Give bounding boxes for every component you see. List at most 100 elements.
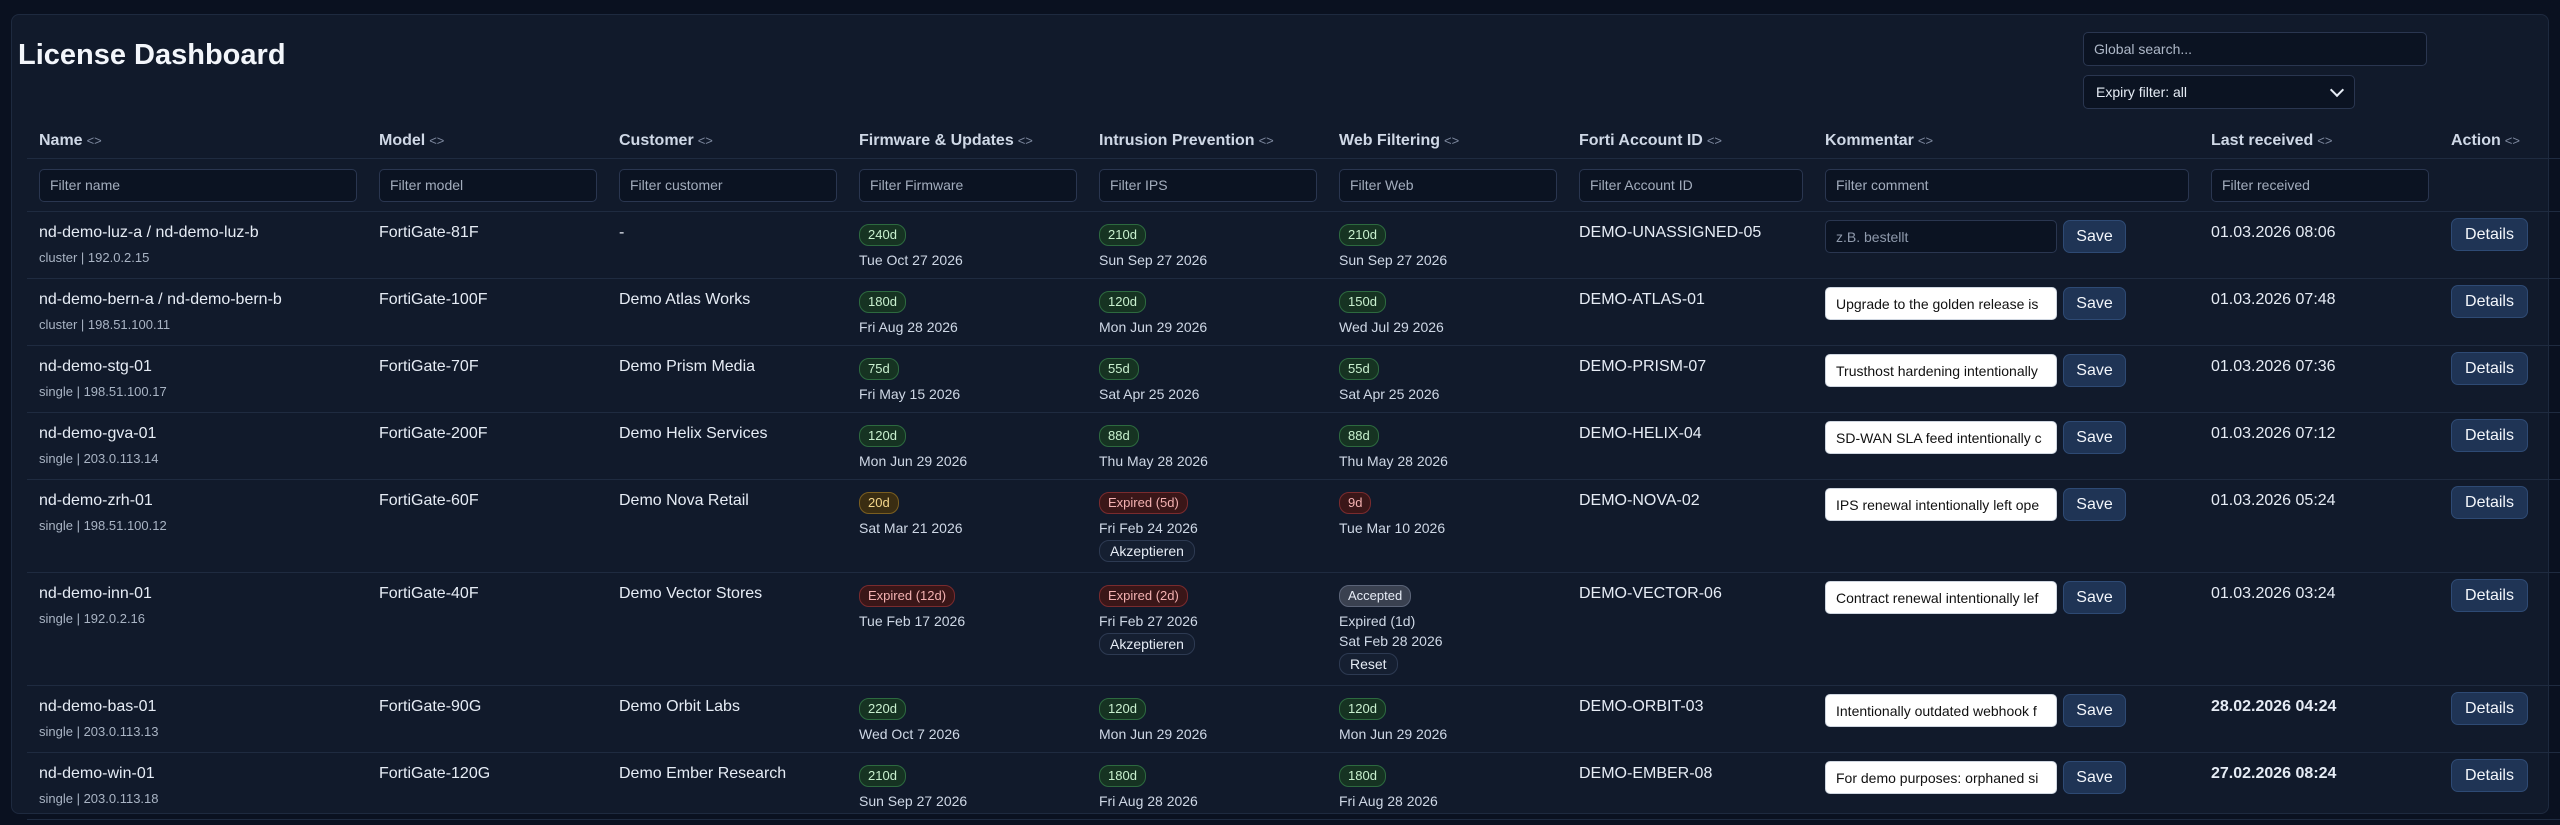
col-action[interactable]: Action <> [2451,132,2520,149]
details-button[interactable]: Details [2451,579,2528,612]
col-firmware[interactable]: Firmware & Updates <> [859,132,1033,149]
model-cell: FortiGate-90G [367,685,607,753]
table-row: nd-demo-win-01 single | 203.0.113.18 Fort… [27,752,2560,820]
customer-cell: Demo Helix Services [607,412,847,480]
filter-name-input[interactable] [39,168,357,202]
details-button[interactable]: Details [2451,759,2528,792]
accept-button[interactable]: Akzeptieren [1099,633,1195,655]
sort-icon: <> [1706,133,1723,148]
details-button[interactable]: Details [2451,218,2528,251]
firmware-badge: 75d [859,358,899,380]
device-sub: cluster | 198.51.100.11 [39,317,171,332]
device-name: nd-demo-win-01 [39,765,155,782]
reset-button[interactable]: Reset [1339,653,1398,675]
license-table: Name <> Model <> Customer <> Firmware & Upd… [27,124,2560,820]
web-date: Sat Apr 25 2026 [1339,386,1440,402]
chevron-down-icon [2329,82,2345,98]
received-cell: 01.03.2026 07:12 [2199,412,2439,480]
details-button[interactable]: Details [2451,352,2528,385]
save-button[interactable]: Save [2063,287,2126,320]
web-date: Sat Feb 28 2026 [1339,633,1443,649]
web-expired-line: Expired (1d) [1339,613,1416,629]
web-badge: 9d [1339,492,1372,514]
comment-input[interactable] [1825,761,2057,794]
account-cell: DEMO-HELIX-04 [1567,412,1813,480]
details-button[interactable]: Details [2451,285,2528,318]
firmware-date: Tue Oct 27 2026 [859,252,963,268]
customer-cell: Demo Prism Media [607,345,847,413]
save-button[interactable]: Save [2063,220,2126,253]
col-model[interactable]: Model <> [379,132,445,149]
expiry-filter-select[interactable]: Expiry filter: all [2083,75,2355,109]
web-date: Mon Jun 29 2026 [1339,726,1448,742]
col-received[interactable]: Last received <> [2211,132,2333,149]
model-cell: FortiGate-200F [367,412,607,480]
details-button[interactable]: Details [2451,486,2528,519]
model-cell: FortiGate-100F [367,278,607,346]
received-cell: 01.03.2026 07:36 [2199,345,2439,413]
ips-badge: 55d [1099,358,1139,380]
col-web[interactable]: Web Filtering <> [1339,132,1460,149]
sort-icon: <> [1258,133,1274,148]
account-cell: DEMO-NOVA-02 [1567,479,1813,573]
comment-input[interactable] [1825,354,2057,387]
filter-comment-input[interactable] [1825,168,2189,202]
firmware-badge: Expired (12d) [859,585,956,607]
table-row: nd-demo-bas-01 single | 203.0.113.13 Fort… [27,685,2560,753]
firmware-badge: 240d [859,224,906,246]
firmware-date: Mon Jun 29 2026 [859,453,968,469]
account-cell: DEMO-PRISM-07 [1567,345,1813,413]
save-button[interactable]: Save [2063,694,2126,727]
details-button[interactable]: Details [2451,419,2528,452]
col-comment[interactable]: Kommentar <> [1825,132,1934,149]
comment-input[interactable] [1825,488,2057,521]
device-name: nd-demo-bas-01 [39,698,157,715]
customer-cell: Demo Vector Stores [607,572,847,686]
firmware-date: Fri Aug 28 2026 [859,319,958,335]
web-badge: 150d [1339,291,1386,313]
filter-row [27,158,2560,212]
filter-account-input[interactable] [1579,168,1803,202]
col-name[interactable]: Name <> [39,132,102,149]
received-cell: 01.03.2026 03:24 [2199,572,2439,686]
table-row: nd-demo-luz-a / nd-demo-luz-b cluster | 1… [27,211,2560,279]
comment-input[interactable] [1825,694,2057,727]
filter-firmware-input[interactable] [859,168,1077,202]
accept-button[interactable]: Akzeptieren [1099,540,1195,562]
table-row: nd-demo-gva-01 single | 203.0.113.14 Fort… [27,412,2560,480]
col-account[interactable]: Forti Account ID <> [1579,132,1723,149]
col-customer[interactable]: Customer <> [619,132,713,149]
comment-input[interactable] [1825,581,2057,614]
firmware-date: Wed Oct 7 2026 [859,726,960,742]
details-button[interactable]: Details [2451,692,2528,725]
table-row: nd-demo-stg-01 single | 198.51.100.17 For… [27,345,2560,413]
filter-customer-input[interactable] [619,168,837,202]
ips-date: Mon Jun 29 2026 [1099,319,1208,335]
firmware-badge: 120d [859,425,906,447]
device-sub: single | 198.51.100.12 [39,518,167,533]
firmware-badge: 220d [859,698,906,720]
ips-badge: 210d [1099,224,1146,246]
global-search-input[interactable] [2083,32,2427,66]
comment-input[interactable] [1825,421,2057,454]
web-date: Thu May 28 2026 [1339,453,1448,469]
device-sub: single | 203.0.113.18 [39,791,159,806]
filter-received-input[interactable] [2211,168,2429,202]
save-button[interactable]: Save [2063,488,2126,521]
comment-input[interactable] [1825,220,2057,253]
filter-model-input[interactable] [379,168,597,202]
ips-badge: Expired (5d) [1099,492,1188,514]
save-button[interactable]: Save [2063,354,2126,387]
ips-date: Fri Aug 28 2026 [1099,793,1198,809]
filter-ips-input[interactable] [1099,168,1317,202]
web-badge: Accepted [1339,585,1412,607]
save-button[interactable]: Save [2063,761,2126,794]
comment-input[interactable] [1825,287,2057,320]
save-button[interactable]: Save [2063,581,2126,614]
ips-badge: 120d [1099,698,1146,720]
save-button[interactable]: Save [2063,421,2126,454]
firmware-date: Tue Feb 17 2026 [859,613,966,629]
web-date: Tue Mar 10 2026 [1339,520,1446,536]
filter-web-input[interactable] [1339,168,1557,202]
col-ips[interactable]: Intrusion Prevention <> [1099,132,1274,149]
